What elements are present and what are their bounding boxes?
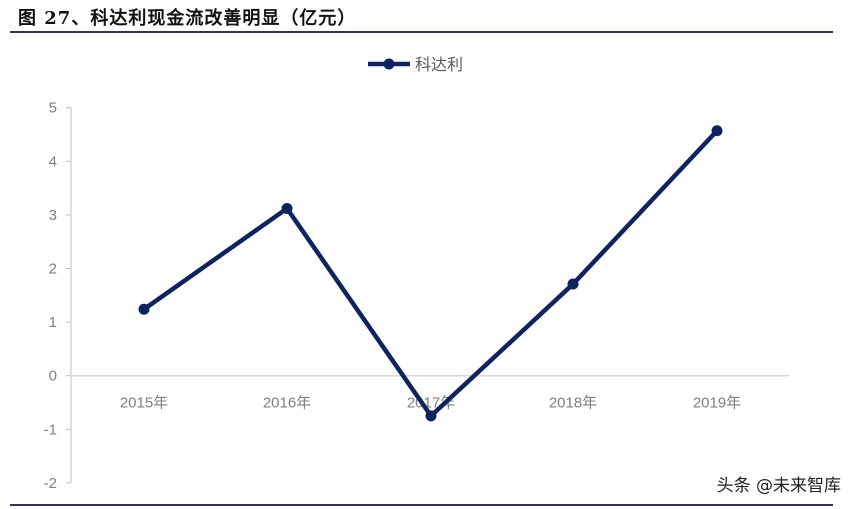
figure-title: 图 27、科达利现金流改善明显（亿元） [18, 8, 357, 29]
x-tick-label: 2018年 [549, 395, 597, 412]
watermark: 头条 @未来智库 [716, 476, 841, 496]
bottom-divider [10, 504, 833, 506]
y-tick-label: 1 [49, 314, 57, 331]
y-tick-label: 0 [49, 368, 57, 385]
data-point-2018年 [567, 278, 579, 290]
y-tick-label: 3 [49, 207, 57, 224]
x-tick-label: 2016年 [263, 395, 311, 412]
series-line [142, 129, 719, 419]
title-divider [10, 31, 833, 33]
y-tick-label: 2 [49, 261, 57, 278]
y-tick-label: 4 [49, 153, 57, 170]
data-point-2019年 [711, 125, 723, 137]
x-tick-label: 2015年 [120, 395, 168, 412]
y-tick-label: -2 [44, 475, 57, 492]
x-tick-label: 2019年 [693, 395, 741, 412]
legend-label: 科达利 [415, 55, 463, 74]
y-tick-label: -1 [44, 421, 57, 438]
y-tick-label: 5 [49, 100, 57, 117]
data-point-2017年 [425, 410, 437, 422]
data-point-2016年 [281, 202, 293, 214]
legend-marker [383, 58, 395, 70]
data-point-2015年 [138, 303, 150, 315]
